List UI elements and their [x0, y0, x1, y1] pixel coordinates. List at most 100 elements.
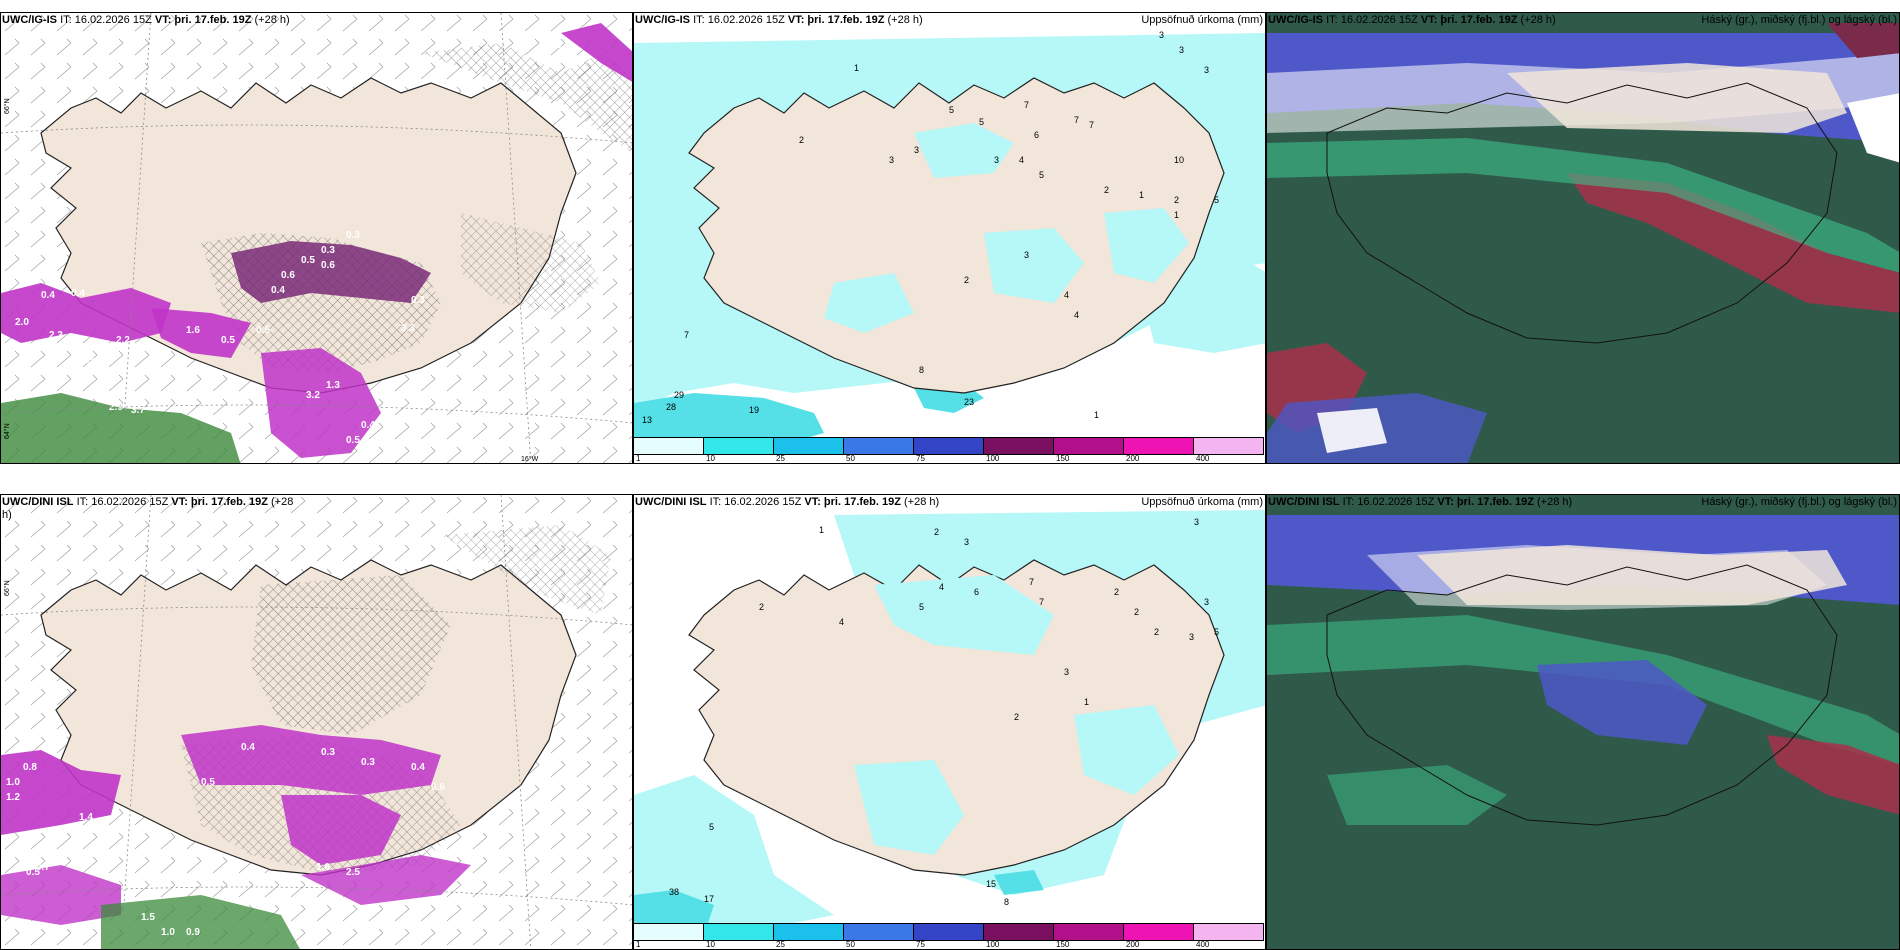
- svg-text:3.0: 3.0: [181, 395, 195, 406]
- svg-text:4: 4: [1074, 310, 1079, 320]
- legend-swatch: [844, 438, 914, 454]
- svg-text:66°N: 66°N: [3, 98, 11, 114]
- legend-tick-label: 25: [776, 454, 785, 463]
- svg-text:6: 6: [974, 587, 979, 597]
- svg-text:1: 1: [1094, 410, 1099, 420]
- svg-text:23: 23: [964, 397, 974, 407]
- svg-text:0.5: 0.5: [256, 325, 270, 336]
- legend-tick-label: 150: [1056, 940, 1070, 949]
- svg-text:0.8: 0.8: [23, 762, 37, 773]
- svg-text:0.3: 0.3: [411, 295, 425, 306]
- legend-swatch: [1124, 438, 1194, 454]
- legend-swatch: [914, 438, 984, 454]
- svg-text:0.4: 0.4: [71, 288, 85, 299]
- svg-text:0.7: 0.7: [36, 862, 50, 873]
- svg-text:8: 8: [919, 365, 924, 375]
- svg-text:0.5: 0.5: [221, 335, 235, 346]
- svg-text:28: 28: [666, 402, 676, 412]
- svg-text:3: 3: [889, 155, 894, 165]
- legend-swatch: [1124, 924, 1194, 940]
- legend-swatch: [984, 924, 1054, 940]
- svg-text:3: 3: [1064, 667, 1069, 677]
- legend-swatch: [1054, 924, 1124, 940]
- panel-cloud-igis: UWC/IG-IS IT: 16.02.2026 15Z VT: þri. 17…: [1266, 12, 1900, 464]
- panel-title: UWC/IG-IS IT: 16.02.2026 15Z VT: þri. 17…: [635, 14, 923, 26]
- svg-text:15: 15: [986, 879, 996, 889]
- wind-precip-map: 0.8 1.0 1.2 1.4 0.5 0.4 0.3 0.3 0.4 0.6 …: [1, 495, 632, 949]
- svg-text:0.4: 0.4: [241, 742, 255, 753]
- svg-text:0.4: 0.4: [411, 762, 425, 773]
- svg-text:5: 5: [979, 117, 984, 127]
- svg-text:64°N: 64°N: [3, 423, 11, 439]
- panel-title: UWC/IG-IS IT: 16.02.2026 15Z VT: þri. 17…: [2, 14, 290, 26]
- svg-text:17: 17: [704, 894, 714, 904]
- panel-title: UWC/DINI ISL IT: 16.02.2026 15Z VT: þri.…: [2, 496, 294, 521]
- svg-text:2: 2: [759, 602, 764, 612]
- legend-tick-label: 400: [1196, 940, 1210, 949]
- svg-text:5: 5: [949, 105, 954, 115]
- svg-text:3: 3: [1204, 65, 1209, 75]
- legend-tick-label: 50: [846, 940, 855, 949]
- precip-legend: 1 10 25 50 75 100 150 200 400: [634, 437, 1264, 463]
- svg-text:38: 38: [669, 887, 679, 897]
- legend-tick-label: 10: [706, 454, 715, 463]
- svg-text:1.3: 1.3: [326, 380, 340, 391]
- svg-text:7: 7: [1074, 115, 1079, 125]
- panel-field-label: Uppsöfnuð úrkoma (mm): [1141, 14, 1263, 26]
- svg-text:3: 3: [1194, 517, 1199, 527]
- svg-text:1: 1: [1139, 190, 1144, 200]
- legend-tick-label: 1: [636, 454, 641, 463]
- svg-text:1.0: 1.0: [6, 777, 20, 788]
- legend-swatch: [844, 924, 914, 940]
- panel-precip-igis: UWC/IG-IS IT: 16.02.2026 15Z VT: þri. 17…: [633, 12, 1266, 464]
- svg-text:0.8: 0.8: [556, 40, 570, 51]
- svg-text:4: 4: [939, 582, 944, 592]
- svg-text:2: 2: [1114, 587, 1119, 597]
- legend-swatch: [774, 924, 844, 940]
- svg-text:3: 3: [1179, 45, 1184, 55]
- svg-text:0.5: 0.5: [81, 355, 95, 366]
- svg-text:3: 3: [964, 537, 969, 547]
- svg-text:7: 7: [1029, 577, 1034, 587]
- legend-tick-label: 50: [846, 454, 855, 463]
- svg-text:66°N: 66°N: [3, 580, 11, 596]
- svg-text:6: 6: [1034, 130, 1039, 140]
- legend-tick-label: 200: [1126, 454, 1140, 463]
- iceland-landmass: [688, 77, 1225, 394]
- svg-text:5: 5: [919, 602, 924, 612]
- svg-text:4: 4: [1064, 290, 1069, 300]
- svg-text:1: 1: [854, 63, 859, 73]
- svg-text:0.4: 0.4: [361, 420, 375, 431]
- svg-text:2.0: 2.0: [15, 317, 29, 328]
- svg-text:8: 8: [1004, 897, 1009, 907]
- svg-text:2: 2: [1014, 712, 1019, 722]
- panel-field-label: Háský (gr.), miðský (fj.bl.) og lágský (…: [1701, 496, 1897, 508]
- accumulated-precip-map: 1 2 3 2 4 5 6 7 7 3 2 2 3 3 5 4 3 1 2 38…: [634, 495, 1265, 949]
- svg-text:3.3: 3.3: [401, 323, 415, 334]
- svg-text:5: 5: [1214, 195, 1219, 205]
- wind-precip-map: 0.8 0.3 0.4 0.4 0.3 0.5 0.6 0.4 2.0 2.3 …: [1, 13, 632, 463]
- panel-cloud-dini: UWC/DINI ISL IT: 16.02.2026 15Z VT: þri.…: [1266, 494, 1900, 950]
- svg-text:0.3: 0.3: [346, 230, 360, 241]
- svg-text:0.3: 0.3: [361, 757, 375, 768]
- svg-text:2.2: 2.2: [116, 335, 130, 346]
- svg-text:1.2: 1.2: [6, 792, 20, 803]
- svg-text:7: 7: [684, 330, 689, 340]
- svg-text:4: 4: [839, 617, 844, 627]
- legend-swatch: [1054, 438, 1124, 454]
- svg-text:5: 5: [1039, 170, 1044, 180]
- svg-text:7: 7: [1089, 120, 1094, 130]
- svg-text:0.3: 0.3: [321, 245, 335, 256]
- svg-text:0.5: 0.5: [301, 255, 315, 266]
- svg-text:3: 3: [1024, 250, 1029, 260]
- legend-tick-label: 1: [636, 940, 641, 949]
- svg-text:1.6: 1.6: [186, 325, 200, 336]
- svg-text:2.3: 2.3: [49, 330, 63, 341]
- svg-text:0.6: 0.6: [281, 270, 295, 281]
- panel-title: UWC/DINI ISL IT: 16.02.2026 15Z VT: þri.…: [635, 496, 940, 508]
- svg-text:1.0: 1.0: [161, 927, 175, 938]
- svg-text:2: 2: [1104, 185, 1109, 195]
- svg-text:2: 2: [799, 135, 804, 145]
- legend-swatch: [774, 438, 844, 454]
- legend-tick-label: 75: [916, 454, 925, 463]
